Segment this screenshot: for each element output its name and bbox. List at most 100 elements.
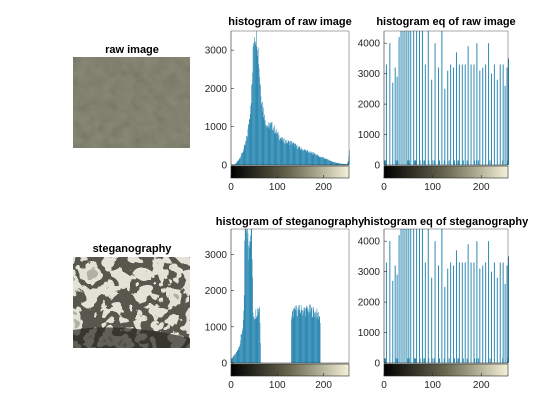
histogram-bar [479, 268, 481, 363]
histogram-bar [295, 309, 296, 363]
histogram-bar [259, 76, 260, 165]
histogram-bar [295, 143, 296, 165]
histogram-bar [270, 122, 272, 165]
histogram-bar [419, 229, 421, 363]
histogram-bar [490, 271, 492, 363]
histogram-bar [499, 64, 501, 165]
histogram-bar [304, 307, 305, 363]
histogram-bar [274, 125, 275, 165]
histogram-bar [239, 158, 240, 165]
histogram-bar [298, 310, 299, 363]
histogram-bar [233, 355, 234, 363]
histogram-bar [315, 316, 316, 363]
histogram-bar [341, 163, 343, 165]
histogram-bar [336, 162, 337, 165]
histogram-bar [396, 76, 398, 165]
histogram-bar [254, 37, 255, 165]
histogram-bar [261, 104, 263, 165]
histogram-bar [260, 342, 261, 363]
histogram-bar [384, 160, 385, 165]
histogram-bar [458, 64, 460, 165]
histogram-bar [394, 67, 396, 165]
histogram-bar [488, 241, 490, 363]
histogram-bar [251, 85, 252, 165]
histogram-bar [307, 151, 309, 165]
histogram-bar [317, 311, 319, 363]
histogram-bar [413, 160, 415, 165]
histogram-bar [298, 146, 299, 165]
histogram-bar [246, 136, 248, 165]
histogram-bar [394, 265, 396, 363]
raw-image-title: raw image [105, 44, 159, 56]
histogram-bar [290, 141, 292, 165]
y-tick-label: 0 [221, 359, 227, 370]
y-tick-label: 1000 [205, 322, 228, 333]
histogram-bar [496, 277, 498, 363]
histogram-bar [280, 138, 282, 165]
histogram-bar [283, 139, 284, 165]
histogram-bar [507, 160, 509, 165]
histogram-bar [317, 155, 319, 165]
histogram-bar [258, 64, 259, 165]
histogram-bar [312, 154, 314, 165]
histogram-bar [302, 149, 304, 165]
histogram-bar [454, 358, 456, 363]
histogram-bar [272, 130, 274, 165]
histogram-bar [249, 114, 251, 165]
x-tick-label: 0 [381, 182, 387, 193]
histogram-bar [256, 49, 258, 166]
histogram-bar [248, 123, 249, 165]
histogram-bar [419, 358, 421, 363]
histogram-bar [285, 140, 286, 165]
histogram-bar [507, 358, 509, 363]
histogram-bar [502, 262, 504, 363]
histogram-bar [384, 160, 386, 165]
histogram-bar [322, 157, 323, 165]
histogram-bar [324, 158, 325, 165]
histogram-bar [290, 144, 291, 165]
histogram-bar [270, 122, 271, 165]
histogram-bar [301, 309, 302, 363]
histogram-bar [392, 82, 394, 165]
histogram-bar [448, 358, 450, 363]
y-tick-label: 4000 [358, 39, 381, 50]
histogram-bar [416, 31, 418, 165]
histogram-bar [265, 125, 266, 165]
histogram-bar [400, 31, 402, 165]
histogram-bar [284, 144, 286, 165]
histogram-bar [271, 121, 273, 165]
histogram-bar [477, 358, 479, 363]
histogram-bar [308, 151, 309, 165]
histogram-bar [455, 52, 457, 166]
histogram-bar [242, 328, 244, 363]
histogram-bar [428, 358, 430, 363]
histogram-bar [243, 145, 245, 165]
histogram-bar [467, 244, 469, 363]
histogram-bar [253, 45, 255, 165]
histogram-bar [240, 155, 242, 165]
histogram-bar [291, 141, 292, 165]
histogram-bar [309, 151, 311, 165]
histogram-bar [490, 73, 492, 165]
y-tick-label: 1000 [358, 328, 381, 339]
histogram-bar [297, 315, 298, 363]
histogram-bar [241, 334, 243, 363]
histogram-bar [242, 331, 243, 363]
histogram-bar [310, 151, 312, 165]
histogram-bar [458, 262, 460, 363]
histogram-bar [385, 64, 387, 165]
histogram-bar [254, 318, 256, 363]
histogram-bar [397, 358, 399, 363]
histogram-bar [245, 229, 246, 363]
histogram-bar [257, 312, 259, 363]
histogram-bar [303, 151, 304, 165]
histogram-bar [482, 265, 484, 363]
histogram-bar [252, 312, 254, 363]
histogram-bar [237, 161, 238, 165]
histogram-bar [332, 161, 334, 165]
histogram-bar [343, 163, 345, 165]
histogram-bar [302, 314, 304, 363]
histogram-bar [308, 311, 310, 363]
histogram-bar [441, 229, 443, 363]
